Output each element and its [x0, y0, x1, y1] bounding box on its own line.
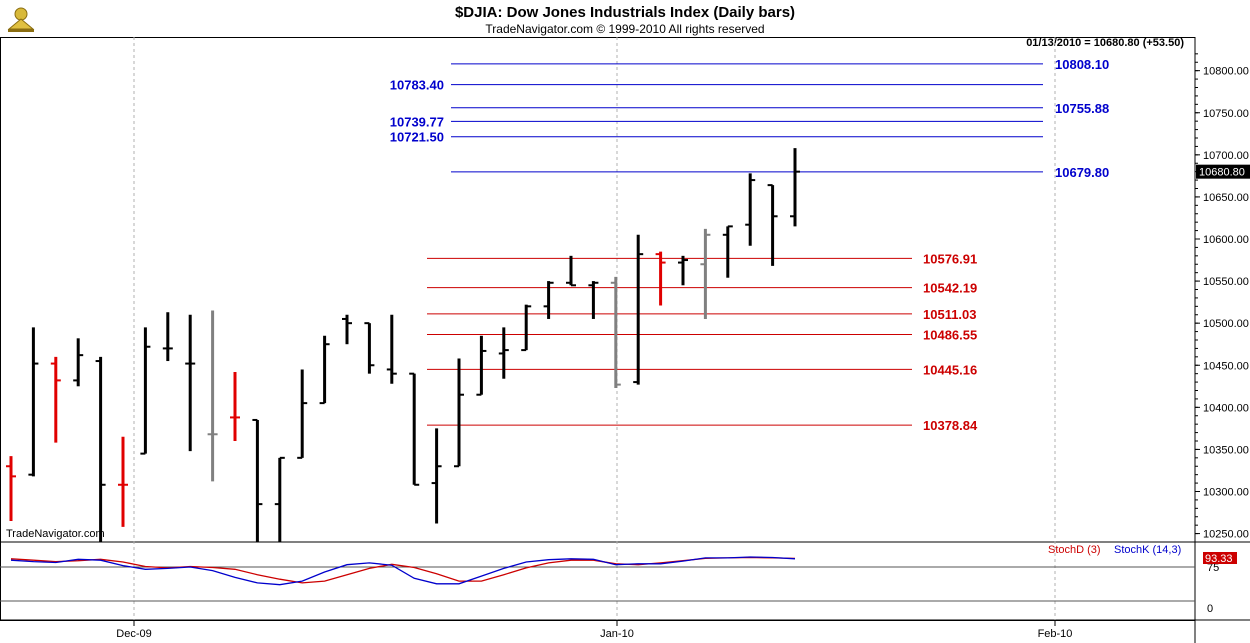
- x-tick-label: Feb-10: [1038, 628, 1073, 640]
- y-tick-label: 10700.00: [1203, 150, 1249, 162]
- x-tick-label: Dec-09: [116, 628, 151, 640]
- stoch-value-tag: [1203, 552, 1237, 564]
- y-tick-label: 10350.00: [1203, 444, 1249, 456]
- y-tick-label: 10550.00: [1203, 276, 1249, 288]
- level-label: 10755.88: [1055, 101, 1109, 116]
- chart-title: $DJIA: Dow Jones Industrials Index (Dail…: [454, 4, 796, 21]
- stochk-line: [10, 556, 796, 586]
- level-label: 10783.40: [390, 78, 444, 93]
- tradenavigator-logo-icon: [5, 5, 37, 35]
- stoch-tick-label: 0: [1207, 603, 1213, 615]
- plot-frame: [0, 37, 1196, 621]
- stoch-tick-label: 75: [1207, 562, 1219, 574]
- y-tick-label: 10300.00: [1203, 487, 1249, 499]
- level-label: 10679.80: [1055, 165, 1109, 180]
- y-tick-label: 10600.00: [1203, 234, 1249, 246]
- legend-stochk: StochK (14,3): [1114, 544, 1181, 556]
- y-tick-label: 10450.00: [1203, 360, 1249, 372]
- price-readout: 01/13/2010 = 10680.80 (+53.50): [1026, 37, 1184, 49]
- stoch-value-label: 93.33: [1205, 553, 1233, 565]
- level-label: 10511.03: [923, 307, 977, 322]
- last-price-tag: [1196, 164, 1250, 179]
- chart-subtitle: TradeNavigator.com © 1999-2010 All right…: [485, 22, 765, 36]
- last-price-label: 10680.80: [1199, 167, 1245, 179]
- y-tick-label: 10650.00: [1203, 192, 1249, 204]
- level-label: 10721.50: [390, 130, 444, 145]
- level-label: 10445.16: [923, 362, 977, 377]
- level-label: 10576.91: [923, 251, 977, 266]
- level-label: 10378.84: [923, 418, 978, 433]
- level-label: 10486.55: [923, 327, 977, 342]
- y-tick-label: 10800.00: [1203, 66, 1249, 78]
- y-tick-label: 10500.00: [1203, 318, 1249, 330]
- x-tick-label: Jan-10: [600, 628, 634, 640]
- stochd-line: [10, 556, 796, 584]
- level-label: 10739.77: [390, 114, 444, 129]
- level-label: 10542.19: [923, 281, 977, 296]
- y-tick-label: 10250.00: [1203, 529, 1249, 541]
- y-tick-label: 10750.00: [1203, 108, 1249, 120]
- level-label: 10808.10: [1055, 57, 1109, 72]
- legend-stochd: StochD (3): [1048, 544, 1101, 556]
- y-tick-label: 10400.00: [1203, 402, 1249, 414]
- watermark: TradeNavigator.com: [6, 528, 105, 540]
